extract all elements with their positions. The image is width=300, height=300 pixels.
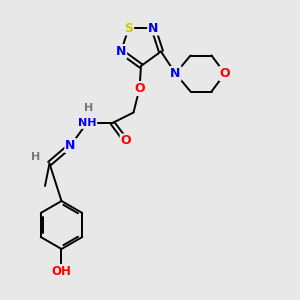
Text: NH: NH — [78, 118, 96, 128]
Text: O: O — [220, 67, 230, 80]
Text: S: S — [124, 22, 133, 34]
Text: N: N — [170, 67, 181, 80]
Text: O: O — [134, 82, 145, 95]
Text: OH: OH — [52, 265, 71, 278]
Text: N: N — [148, 22, 158, 34]
Text: N: N — [65, 139, 76, 152]
Text: O: O — [121, 134, 131, 148]
Text: H: H — [32, 152, 40, 163]
Text: N: N — [116, 45, 126, 58]
Text: H: H — [84, 103, 93, 113]
